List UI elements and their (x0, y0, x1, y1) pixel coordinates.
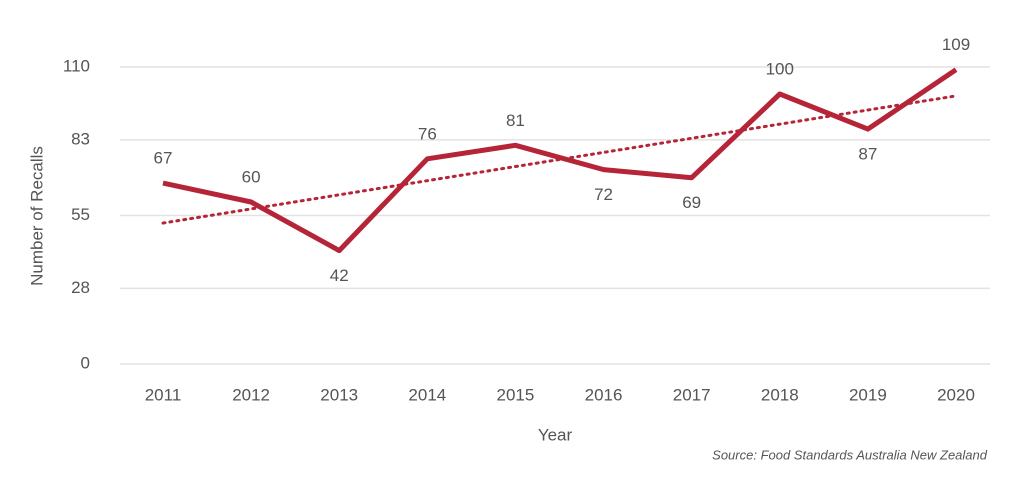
y-tick-label: 83 (71, 129, 90, 148)
x-tick-label: 2011 (145, 385, 182, 404)
data-label: 76 (418, 124, 437, 143)
data-label: 109 (942, 35, 970, 54)
y-tick-label: 110 (63, 56, 90, 75)
data-label: 72 (594, 185, 613, 204)
data-label: 60 (242, 167, 261, 186)
data-label: 100 (766, 59, 794, 78)
x-tick-label: 2014 (408, 385, 446, 404)
data-label: 69 (682, 193, 701, 212)
x-tick-label: 2016 (585, 385, 623, 404)
y-tick-label: 0 (81, 353, 90, 372)
y-tick-label: 55 (71, 205, 90, 224)
x-tick-label: 2012 (232, 385, 270, 404)
y-tick-label: 28 (71, 278, 90, 297)
y-axis-label: Number of Recalls (27, 146, 46, 286)
x-tick-label: 2019 (849, 385, 887, 404)
source-note: Source: Food Standards Australia New Zea… (712, 447, 988, 462)
x-tick-label: 2017 (673, 385, 711, 404)
x-tick-label: 2013 (320, 385, 358, 404)
data-label: 67 (154, 149, 173, 168)
x-tick-label: 2020 (937, 385, 975, 404)
x-tick-label: 2018 (761, 385, 799, 404)
x-tick-label: 2015 (497, 385, 535, 404)
data-label: 81 (506, 111, 525, 130)
data-line (162, 67, 958, 254)
data-label: 42 (330, 266, 349, 285)
data-label: 87 (858, 145, 877, 164)
x-axis-label: Year (538, 425, 573, 444)
